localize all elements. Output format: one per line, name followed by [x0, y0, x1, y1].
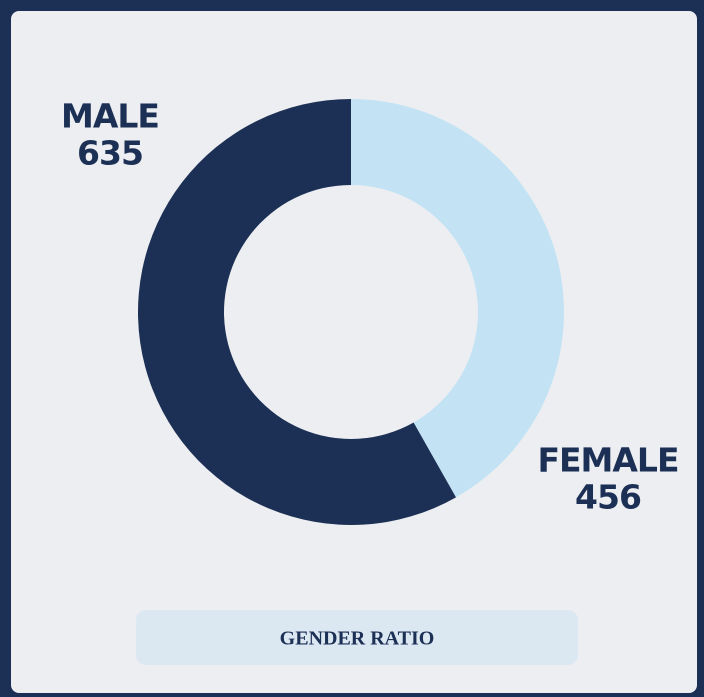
value-label: 456 [575, 478, 641, 517]
category-label: MALE [61, 97, 159, 136]
chart-title: GENDER RATIO [280, 628, 435, 650]
value-label: 635 [77, 134, 143, 173]
chart: GENDER RATIO FEMALE456 MALE635 [0, 0, 704, 697]
category-label: FEMALE [537, 441, 678, 480]
